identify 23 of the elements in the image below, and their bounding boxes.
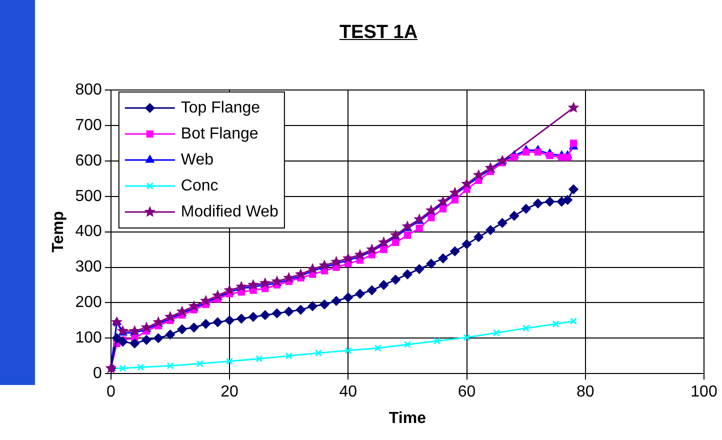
y-tick-label: 0 bbox=[92, 365, 102, 382]
legend-label: Modified Web bbox=[180, 203, 279, 220]
legend-label: Top Flange bbox=[180, 99, 260, 116]
y-tick-label: 100 bbox=[75, 330, 102, 347]
y-tick-label: 700 bbox=[75, 116, 102, 134]
y-tick-label: 800 bbox=[75, 81, 102, 98]
legend-label: Bot Flange bbox=[180, 125, 258, 142]
x-tick-label: 0 bbox=[106, 384, 116, 401]
x-tick-label: 60 bbox=[458, 384, 476, 401]
legend-label: Conc bbox=[180, 177, 218, 194]
x-tick-label: 100 bbox=[690, 384, 718, 401]
y-tick-label: 300 bbox=[75, 258, 102, 276]
legend-label: Web bbox=[180, 151, 214, 168]
x-axis-title: Time bbox=[388, 410, 426, 427]
y-tick-label: 600 bbox=[75, 152, 102, 170]
x-tick-label: 80 bbox=[576, 384, 594, 401]
y-tick-label: 500 bbox=[75, 188, 102, 205]
y-tick-label: 400 bbox=[75, 223, 102, 240]
y-axis-title: Temp bbox=[50, 210, 68, 253]
y-tick-label: 200 bbox=[75, 294, 102, 312]
x-tick-label: 20 bbox=[220, 384, 239, 401]
x-tick-label: 40 bbox=[339, 384, 358, 401]
chart-title: TEST 1A bbox=[338, 22, 419, 44]
